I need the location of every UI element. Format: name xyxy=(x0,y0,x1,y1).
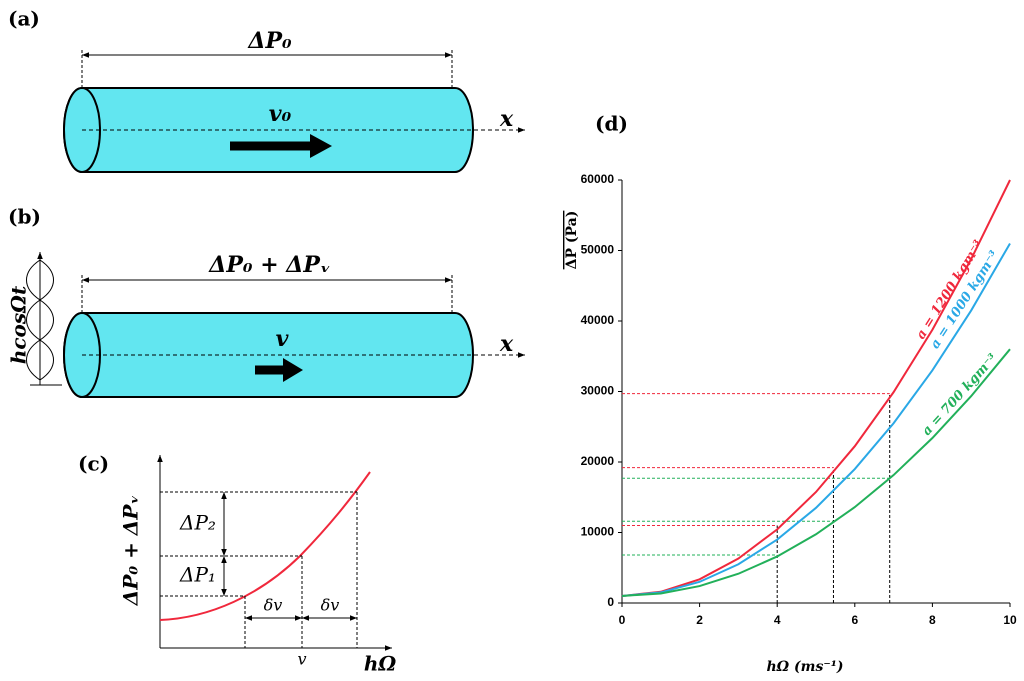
y-tick-label: 0 xyxy=(607,595,614,609)
panel-tag: (c) xyxy=(78,452,109,476)
panel-a: (a) ΔP₀ v₀ x xyxy=(8,7,525,173)
panel-tag: (b) xyxy=(8,205,41,229)
series-line xyxy=(621,242,1011,597)
x-tick-label: 0 xyxy=(619,613,626,627)
panel-tag: (d) xyxy=(595,112,628,136)
label: ΔP₀ + ΔPᵥ xyxy=(208,252,330,278)
x-tick-label: 8 xyxy=(929,613,936,627)
y-tick-label: 30000 xyxy=(581,384,615,398)
wave xyxy=(26,259,54,381)
label: δv xyxy=(264,596,283,615)
y-tick-label: 60000 xyxy=(581,172,615,186)
x-tick-label: 4 xyxy=(774,613,781,627)
legend-label: a = 700 kgm⁻³ xyxy=(919,351,1000,439)
arrow-head xyxy=(283,358,303,382)
label: v xyxy=(276,326,289,352)
wave xyxy=(26,259,54,381)
label: ΔP₀ xyxy=(247,28,292,54)
label: ΔP₂ xyxy=(179,511,216,535)
series-line xyxy=(621,348,1011,597)
arrow-head xyxy=(310,134,332,158)
label: hcosΩt xyxy=(7,285,31,364)
label: x xyxy=(499,106,514,132)
panel-tag: (a) xyxy=(8,7,40,31)
x-tick-label: 10 xyxy=(1003,613,1017,627)
label: v xyxy=(297,650,306,669)
x-tick-label: 6 xyxy=(851,613,858,627)
panel-b: (b) ΔP₀ + ΔPᵥ v x hcosΩt xyxy=(7,205,525,398)
label: ΔP₀ + ΔPᵥ xyxy=(119,495,143,606)
label: ΔP₁ xyxy=(179,563,216,587)
series-line xyxy=(621,179,1011,597)
y-tick-label: 20000 xyxy=(581,454,615,468)
x-tick-label: 2 xyxy=(696,613,703,627)
label: v₀ xyxy=(269,101,292,127)
label: δv xyxy=(321,596,340,615)
y-axis-label: ΔP (Pa) xyxy=(564,211,580,270)
y-tick-label: 10000 xyxy=(581,525,615,539)
y-tick-label: 50000 xyxy=(581,243,615,257)
curve xyxy=(159,471,371,621)
plot: 0 2 4 6 8 10 0 10000 20000 30000 40000 50000 60000 a … xyxy=(581,172,1017,627)
label: hΩ xyxy=(364,652,397,676)
label: x xyxy=(499,331,514,357)
x-axis-label: hΩ (ms⁻¹) xyxy=(767,659,844,675)
y-tick-label: 40000 xyxy=(581,313,615,327)
panel-c: (c) ΔP₂ ΔP₁ δv δv v hΩ ΔP₀ + ΔPᵥ xyxy=(78,452,396,676)
